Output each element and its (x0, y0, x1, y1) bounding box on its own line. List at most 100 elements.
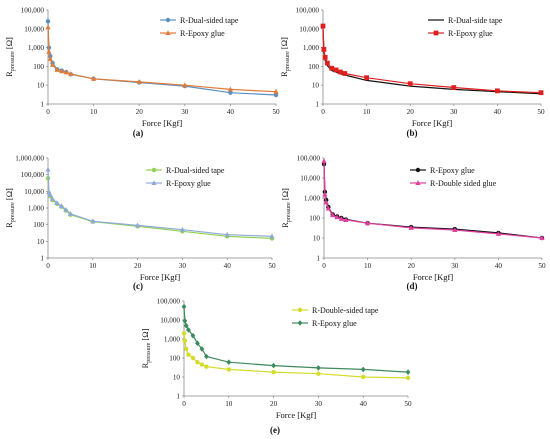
x-tick-label: 0 (46, 262, 50, 270)
data-point (195, 340, 200, 347)
y-tick-label: 1,000 (28, 44, 45, 52)
y-tick-label: 100,000 (157, 298, 181, 306)
data-point (63, 206, 69, 212)
data-point (324, 60, 330, 66)
y-tick-label: 1,000 (164, 336, 181, 344)
y-axis-label-main: R (140, 362, 150, 368)
x-tick-label: 20 (134, 262, 142, 270)
data-point (68, 71, 74, 76)
x-tick-label: 30 (450, 108, 458, 116)
legend-label: R-Dual-side tape (448, 16, 503, 25)
data-point (322, 191, 328, 197)
data-point (408, 225, 414, 230)
data-point (46, 48, 52, 54)
y-tick-label: 1,000 (28, 205, 45, 213)
x-tick-label: 50 (538, 262, 546, 270)
y-axis-label-unit: [Ω] (140, 328, 150, 342)
data-point (361, 374, 366, 380)
data-point (321, 158, 327, 164)
y-tick-label: 100 (33, 221, 44, 229)
data-point (343, 217, 349, 222)
data-point (330, 212, 336, 218)
data-point (181, 331, 187, 336)
data-point (226, 367, 231, 372)
y-tick-label: 10 (37, 82, 45, 90)
data-point (321, 47, 327, 52)
x-tick-label: 20 (136, 108, 144, 116)
chart-panel-1: 1 10 100 1,000 10,000 100,000 0 10 20 30 40 50 Force… (279, 7, 545, 139)
x-tick-label: 30 (181, 108, 189, 116)
x-tick-label: 20 (270, 400, 278, 408)
y-tick-label: 10,000 (24, 25, 44, 33)
y-axis-label-subscript: pressure (285, 51, 291, 71)
legend-marker (297, 320, 303, 326)
y-tick-label: 100 (169, 355, 180, 363)
x-tick-label: 40 (360, 400, 368, 408)
data-point (271, 369, 276, 375)
y-tick-label: 10,000 (160, 317, 180, 325)
series-line-0 (323, 163, 543, 239)
data-point (365, 220, 371, 226)
y-tick-label: 100 (309, 215, 320, 223)
x-tick-label: 40 (227, 108, 235, 116)
data-point (59, 68, 65, 74)
legend-label: R-Dual-sided tape (180, 16, 239, 25)
chart-panel-0: 1 10 100 1,000 10,000 100,000 0 10 20 30 40 50 Force… (4, 7, 280, 139)
y-tick-label: 1 (40, 255, 44, 263)
data-point (333, 67, 339, 73)
y-tick-label: 100,000 (21, 171, 45, 179)
x-tick-label: 40 (495, 262, 503, 270)
data-point (45, 19, 51, 24)
data-point (322, 55, 328, 60)
data-point (182, 338, 188, 344)
y-tick-label: 10,000 (24, 188, 44, 196)
legend-label: R-Epoxy glue (430, 166, 475, 175)
y-tick-label: 1 (315, 101, 319, 109)
y-axis-label: Rpressure [Ω] (4, 188, 16, 228)
data-point (316, 365, 321, 371)
panel-caption: (b) (407, 128, 418, 138)
y-axis-label-main: R (279, 71, 289, 77)
x-tick-label: 0 (321, 108, 325, 116)
x-tick-label: 10 (89, 262, 97, 270)
data-point (182, 318, 188, 324)
legend-marker (433, 30, 439, 36)
data-point (325, 205, 331, 211)
data-point (181, 303, 187, 310)
data-point (67, 210, 73, 216)
series-line-1 (183, 306, 409, 373)
y-tick-label: 10 (312, 82, 320, 90)
chart-panel-3: 1 10 100 1,000 10,000 100,000 0 10 20 30 40 50 Force… (280, 155, 546, 292)
data-point (195, 360, 200, 365)
x-tick-label: 10 (364, 262, 372, 270)
y-tick-label: 10 (173, 374, 181, 382)
y-tick-label: 10,000 (300, 175, 320, 183)
x-axis-label: Force [Kgf] (413, 272, 454, 282)
data-point (539, 235, 545, 240)
data-point (342, 71, 348, 76)
legend-marker (151, 167, 157, 173)
legend-marker (415, 167, 421, 173)
data-point (224, 231, 230, 237)
y-axis-label-unit: [Ω] (4, 37, 14, 51)
x-tick-label: 10 (90, 108, 98, 116)
panel-caption: (e) (270, 425, 280, 435)
x-tick-label: 40 (224, 262, 232, 270)
y-axis-label: Rpressure [Ω] (279, 37, 291, 77)
legend-label: R-Epoxy glue (166, 179, 211, 188)
y-tick-label: 100,000 (21, 7, 45, 15)
data-point (184, 346, 189, 352)
data-point (49, 196, 56, 201)
y-axis-label-main: R (4, 222, 14, 228)
legend-label: R-Double sided glue (430, 179, 497, 188)
data-point (405, 369, 411, 375)
legend-label: R-Double-sided tape (312, 306, 379, 315)
data-point (329, 65, 335, 71)
data-point (199, 346, 205, 352)
panel-caption: (a) (133, 128, 144, 138)
x-tick-label: 50 (272, 108, 280, 116)
data-point (407, 81, 413, 87)
y-tick-label: 1,000,000 (15, 155, 44, 163)
data-point (183, 322, 189, 329)
y-tick-label: 10,000 (299, 25, 319, 33)
